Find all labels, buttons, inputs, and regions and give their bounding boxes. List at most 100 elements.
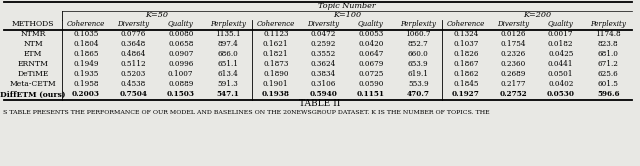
Text: 0.1845: 0.1845	[453, 81, 479, 88]
Text: 0.1621: 0.1621	[263, 41, 289, 48]
Text: 852.7: 852.7	[408, 41, 429, 48]
Text: 0.0530: 0.0530	[547, 90, 575, 98]
Text: Perplexity: Perplexity	[400, 20, 436, 29]
Text: NTM: NTM	[23, 41, 43, 48]
Text: 619.1: 619.1	[408, 71, 429, 79]
Text: S TABLE PRESENTS THE PERFORMANCE OF OUR MODEL AND BASELINES ON THE 20NEWSGROUP D: S TABLE PRESENTS THE PERFORMANCE OF OUR …	[3, 111, 490, 116]
Text: 823.8: 823.8	[598, 41, 619, 48]
Text: 0.0182: 0.0182	[548, 41, 573, 48]
Text: 0.4864: 0.4864	[120, 50, 146, 58]
Text: 591.3: 591.3	[218, 81, 239, 88]
Text: 0.1901: 0.1901	[263, 81, 289, 88]
Text: 0.1867: 0.1867	[453, 60, 479, 69]
Text: 0.0776: 0.0776	[120, 31, 146, 39]
Text: 0.1862: 0.1862	[453, 71, 479, 79]
Text: 0.2177: 0.2177	[500, 81, 526, 88]
Text: 0.0472: 0.0472	[310, 31, 336, 39]
Text: 0.2360: 0.2360	[500, 60, 526, 69]
Text: 671.2: 671.2	[598, 60, 619, 69]
Text: 0.1890: 0.1890	[263, 71, 289, 79]
Text: 0.0889: 0.0889	[168, 81, 193, 88]
Text: 0.1826: 0.1826	[453, 50, 479, 58]
Text: Perplexity: Perplexity	[211, 20, 246, 29]
Text: 0.4538: 0.4538	[120, 81, 146, 88]
Text: Quality: Quality	[548, 20, 573, 29]
Text: 681.0: 681.0	[598, 50, 619, 58]
Text: Meta-CETM: Meta-CETM	[10, 81, 56, 88]
Text: 596.6: 596.6	[597, 90, 620, 98]
Text: 0.2689: 0.2689	[500, 71, 526, 79]
Text: 0.1007: 0.1007	[168, 71, 193, 79]
Text: NTMR: NTMR	[20, 31, 45, 39]
Text: 0.5940: 0.5940	[309, 90, 337, 98]
Text: K=200: K=200	[523, 11, 551, 19]
Text: 0.0420: 0.0420	[358, 41, 383, 48]
Text: 0.5203: 0.5203	[120, 71, 146, 79]
Text: 0.1927: 0.1927	[452, 90, 480, 98]
Text: 0.1324: 0.1324	[453, 31, 479, 39]
Text: 0.0053: 0.0053	[358, 31, 383, 39]
Text: Diversity: Diversity	[117, 20, 149, 29]
Text: 0.0402: 0.0402	[548, 81, 573, 88]
Text: ERNTM: ERNTM	[17, 60, 49, 69]
Text: 0.0647: 0.0647	[358, 50, 383, 58]
Text: 0.0441: 0.0441	[548, 60, 573, 69]
Text: Diversity: Diversity	[307, 20, 339, 29]
Text: 547.1: 547.1	[217, 90, 240, 98]
Text: 686.0: 686.0	[218, 50, 239, 58]
Text: 0.3106: 0.3106	[310, 81, 336, 88]
Text: 0.7504: 0.7504	[119, 90, 147, 98]
Text: 613.4: 613.4	[218, 71, 239, 79]
Text: 0.2752: 0.2752	[499, 90, 527, 98]
Text: 0.1754: 0.1754	[500, 41, 526, 48]
Text: 0.2592: 0.2592	[310, 41, 336, 48]
Text: Diversity: Diversity	[497, 20, 529, 29]
Text: 0.3834: 0.3834	[310, 71, 336, 79]
Text: 0.1151: 0.1151	[356, 90, 385, 98]
Text: 0.1865: 0.1865	[73, 50, 99, 58]
Text: K=50: K=50	[145, 11, 168, 19]
Text: Quality: Quality	[358, 20, 383, 29]
Text: 0.2326: 0.2326	[500, 50, 526, 58]
Text: 0.0126: 0.0126	[500, 31, 526, 39]
Text: 0.0080: 0.0080	[168, 31, 193, 39]
Text: 0.1804: 0.1804	[73, 41, 99, 48]
Text: 0.0679: 0.0679	[358, 60, 383, 69]
Text: 0.0501: 0.0501	[548, 71, 573, 79]
Text: 0.5112: 0.5112	[120, 60, 146, 69]
Text: TABLE II: TABLE II	[300, 99, 340, 109]
Text: 0.1503: 0.1503	[167, 90, 195, 98]
Text: 1174.8: 1174.8	[595, 31, 621, 39]
Text: METHODS: METHODS	[12, 20, 54, 29]
Text: 0.3648: 0.3648	[120, 41, 146, 48]
Text: 0.0425: 0.0425	[548, 50, 573, 58]
Text: Coherence: Coherence	[257, 20, 295, 29]
Text: 0.3624: 0.3624	[310, 60, 336, 69]
Text: ETM: ETM	[24, 50, 42, 58]
Text: 0.1935: 0.1935	[73, 71, 99, 79]
Text: DeTiME: DeTiME	[17, 71, 49, 79]
Text: 0.1123: 0.1123	[263, 31, 289, 39]
Text: 897.4: 897.4	[218, 41, 239, 48]
Text: 0.0590: 0.0590	[358, 81, 383, 88]
Text: DiffETM (ours): DiffETM (ours)	[0, 90, 66, 98]
Text: Quality: Quality	[168, 20, 194, 29]
Text: 0.1821: 0.1821	[263, 50, 289, 58]
Text: 470.7: 470.7	[407, 90, 429, 98]
Text: 0.1949: 0.1949	[73, 60, 99, 69]
Text: 0.1035: 0.1035	[73, 31, 99, 39]
Text: 0.1873: 0.1873	[263, 60, 289, 69]
Text: 0.1037: 0.1037	[453, 41, 479, 48]
Text: Topic Number: Topic Number	[318, 2, 376, 10]
Text: 0.0658: 0.0658	[168, 41, 193, 48]
Text: 653.9: 653.9	[408, 60, 429, 69]
Text: 660.0: 660.0	[408, 50, 429, 58]
Text: 0.0996: 0.0996	[168, 60, 193, 69]
Text: Perplexity: Perplexity	[590, 20, 626, 29]
Text: 651.1: 651.1	[218, 60, 239, 69]
Text: 601.5: 601.5	[598, 81, 619, 88]
Text: Coherence: Coherence	[447, 20, 485, 29]
Text: 0.0725: 0.0725	[358, 71, 383, 79]
Text: 0.3552: 0.3552	[310, 50, 336, 58]
Text: 0.2003: 0.2003	[72, 90, 100, 98]
